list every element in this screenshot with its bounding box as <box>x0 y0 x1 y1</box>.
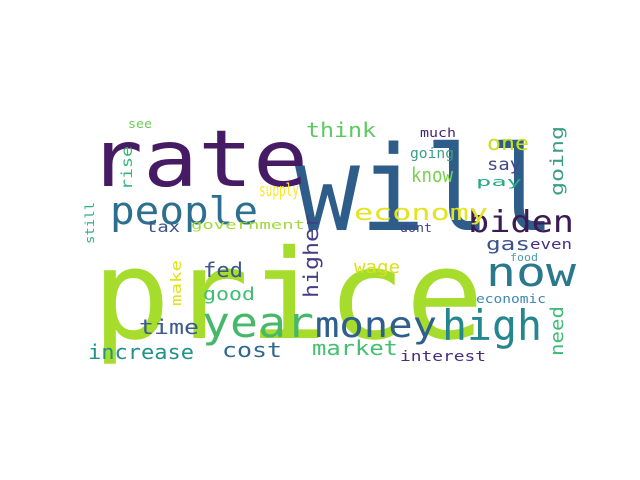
word-even: even <box>530 237 572 253</box>
word-think: think <box>306 118 376 142</box>
word-still: still <box>83 202 97 244</box>
word-supply: pay <box>476 175 522 189</box>
word-need: need <box>547 306 568 356</box>
word-time: time <box>139 315 199 339</box>
word-higher: higher <box>299 214 323 298</box>
word-know: going <box>410 146 454 162</box>
word-pay: say <box>487 155 521 175</box>
word-rate: rate <box>88 115 308 205</box>
word-one: one <box>487 131 529 155</box>
word-rise: rise <box>118 146 136 190</box>
word-economy: economy <box>354 201 488 226</box>
word-government: government <box>191 218 305 232</box>
word-see: see <box>128 117 152 131</box>
word-increase: increase <box>88 340 194 364</box>
word-year: year <box>202 298 314 347</box>
word-make: make <box>169 260 185 306</box>
word-good: good <box>203 284 255 305</box>
word-interest: interest <box>400 349 486 365</box>
word-gas: gas <box>486 234 530 255</box>
word-food: food <box>510 251 538 264</box>
word-economic: economic <box>476 292 546 306</box>
word-high: high <box>442 301 542 350</box>
word-money: money <box>315 305 437 346</box>
word-price: price <box>92 224 484 368</box>
word-market: market <box>312 336 398 360</box>
word-going-rotated: going <box>547 126 568 196</box>
word-dont: dont <box>400 221 432 235</box>
word-will: will <box>295 120 555 258</box>
word-tax: tax <box>146 218 180 236</box>
word-now: now <box>486 250 577 296</box>
word-much: much <box>420 126 456 140</box>
word-cost: cost <box>222 338 282 362</box>
word-new: supply <box>259 180 299 201</box>
word-people: people <box>110 189 258 233</box>
word-say: know <box>411 163 454 187</box>
word-fed: fed <box>203 258 243 282</box>
word-wage: wage <box>354 257 400 278</box>
word-biden: biden <box>468 205 574 240</box>
